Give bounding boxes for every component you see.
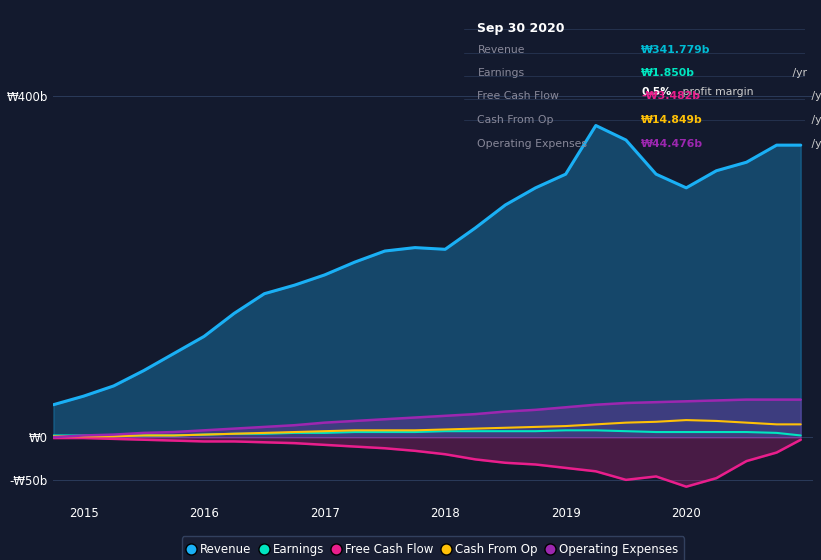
Text: 0.5%: 0.5%	[641, 87, 672, 97]
Text: ₩1.850b: ₩1.850b	[641, 68, 695, 78]
Text: /yr: /yr	[789, 68, 807, 78]
Text: -₩3.482b: -₩3.482b	[641, 91, 700, 101]
Text: profit margin: profit margin	[678, 87, 753, 97]
Text: ₩44.476b: ₩44.476b	[641, 139, 703, 149]
Text: /yr: /yr	[808, 139, 821, 149]
Text: ₩14.849b: ₩14.849b	[641, 115, 703, 125]
Text: /yr: /yr	[808, 115, 821, 125]
Text: /yr: /yr	[808, 91, 821, 101]
Text: Operating Expenses: Operating Expenses	[478, 139, 588, 149]
Text: Cash From Op: Cash From Op	[478, 115, 554, 125]
Text: Sep 30 2020: Sep 30 2020	[478, 22, 565, 35]
Text: Free Cash Flow: Free Cash Flow	[478, 91, 559, 101]
Text: ₩341.779b: ₩341.779b	[641, 45, 710, 55]
Text: Revenue: Revenue	[478, 45, 525, 55]
Text: Earnings: Earnings	[478, 68, 525, 78]
Legend: Revenue, Earnings, Free Cash Flow, Cash From Op, Operating Expenses: Revenue, Earnings, Free Cash Flow, Cash …	[181, 536, 685, 560]
